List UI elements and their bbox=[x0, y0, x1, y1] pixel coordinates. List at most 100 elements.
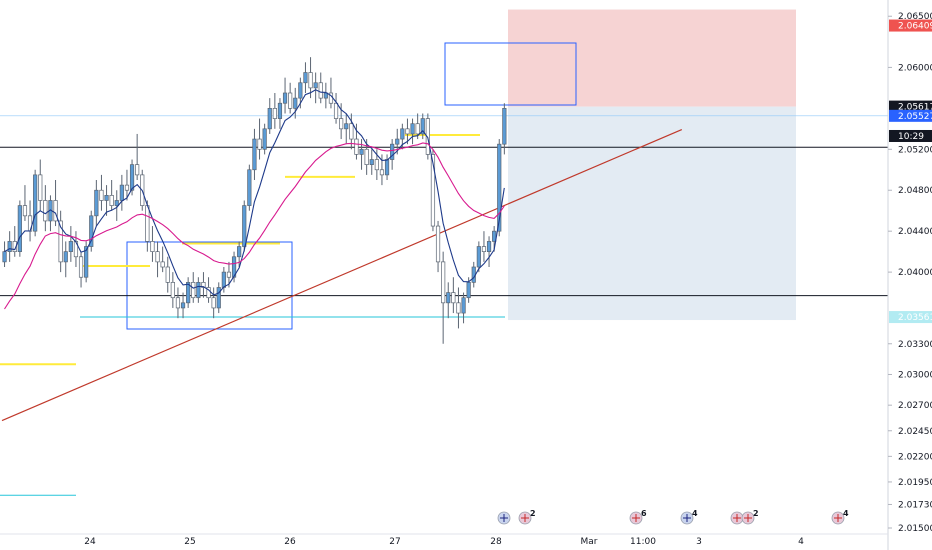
time-tick-label: 24 bbox=[84, 537, 96, 547]
time-tick-label: 28 bbox=[490, 537, 502, 547]
candle-body bbox=[170, 282, 175, 299]
candle-body bbox=[252, 138, 257, 171]
candle-body bbox=[497, 143, 502, 232]
candle-body bbox=[221, 271, 226, 288]
candle-body bbox=[191, 282, 196, 299]
candle-body bbox=[364, 148, 369, 165]
candle-body bbox=[446, 292, 451, 304]
candle-body bbox=[84, 246, 89, 278]
price-tag bbox=[889, 100, 932, 113]
candle-body bbox=[441, 261, 446, 304]
candle-body bbox=[7, 241, 12, 252]
candle-body bbox=[175, 297, 181, 309]
candle-body bbox=[354, 138, 359, 155]
flag-mark bbox=[744, 514, 752, 522]
flag-mark bbox=[834, 514, 842, 522]
candle-body bbox=[237, 246, 242, 258]
candle-body bbox=[150, 241, 155, 252]
event-badges[interactable]: 2 6 4 2 4 bbox=[497, 509, 849, 525]
candle-body bbox=[201, 282, 206, 288]
candle-body bbox=[89, 215, 94, 247]
candle-body bbox=[114, 200, 119, 206]
trendline[interactable] bbox=[1, 128, 683, 422]
candle-body bbox=[216, 287, 221, 309]
price-tick-label: 2.06000 bbox=[898, 63, 932, 73]
candle-body bbox=[415, 123, 420, 135]
price-tag bbox=[889, 19, 932, 32]
candle-body bbox=[63, 251, 68, 263]
candle-body bbox=[384, 159, 390, 176]
candle-body bbox=[196, 282, 201, 299]
candle-body bbox=[17, 205, 22, 252]
candle-body bbox=[247, 169, 252, 206]
candle-body bbox=[282, 92, 288, 104]
candle-body bbox=[68, 241, 73, 252]
candle-body bbox=[435, 225, 441, 263]
candle-body bbox=[135, 164, 140, 176]
moving-averages bbox=[4, 89, 505, 310]
time-axis[interactable]: 24 25 26 27 28 Mar 11:00 3 4 bbox=[84, 537, 804, 547]
candle-body bbox=[206, 287, 211, 299]
price-tick-label: 2.03000 bbox=[898, 370, 932, 380]
candle-body bbox=[211, 297, 216, 309]
time-tick-label: 4 bbox=[798, 537, 804, 547]
price-tag-label: 2.03561 bbox=[898, 313, 932, 323]
candle-body bbox=[2, 251, 7, 263]
candle-body bbox=[267, 108, 272, 130]
event-count: 4 bbox=[692, 509, 698, 518]
time-tick-label: 3 bbox=[696, 537, 702, 547]
candle-body bbox=[145, 205, 150, 242]
candle-body bbox=[410, 123, 415, 135]
candle-body bbox=[124, 184, 130, 191]
candle-body bbox=[119, 184, 124, 201]
price-tick-label: 2.04800 bbox=[898, 186, 932, 196]
candle-body bbox=[456, 302, 461, 314]
candle-body bbox=[333, 102, 339, 119]
candle-body bbox=[43, 200, 48, 222]
candle-body bbox=[486, 241, 492, 252]
price-tick-label: 2.04400 bbox=[898, 227, 932, 237]
candle-body bbox=[451, 292, 456, 304]
price-tick-label: 2.01730 bbox=[898, 500, 932, 510]
candle-body bbox=[298, 82, 303, 99]
candle-body bbox=[78, 256, 84, 278]
candle-body bbox=[369, 159, 374, 165]
candle-body bbox=[502, 108, 507, 145]
candle-body bbox=[293, 97, 298, 109]
drawing-zones bbox=[126, 9, 796, 330]
rectangle-drawing bbox=[126, 241, 293, 330]
price-tick-label: 2.02200 bbox=[898, 452, 932, 462]
time-tick-label: 11:00 bbox=[630, 537, 656, 547]
flag-mark bbox=[500, 514, 508, 522]
trendline-segment bbox=[1, 128, 683, 422]
candle-body bbox=[400, 128, 405, 140]
candle-body bbox=[349, 123, 354, 140]
time-tick-label: 26 bbox=[284, 537, 296, 547]
candle-body bbox=[186, 282, 191, 304]
candle-body bbox=[318, 82, 323, 99]
candle-body bbox=[242, 205, 247, 247]
price-tick-label: 2.04000 bbox=[898, 268, 932, 278]
candle-body bbox=[180, 302, 186, 309]
candle-body bbox=[461, 297, 466, 314]
candle-body bbox=[288, 92, 293, 109]
candle-body bbox=[359, 148, 364, 155]
candle-body bbox=[430, 154, 436, 227]
event-count: 2 bbox=[753, 509, 759, 518]
candle-body bbox=[22, 205, 28, 217]
candle-body bbox=[109, 195, 114, 206]
event-count: 4 bbox=[843, 509, 849, 518]
candle-body bbox=[420, 118, 425, 135]
candle-body bbox=[339, 118, 344, 130]
candle-body bbox=[53, 200, 58, 222]
rectangle-drawing bbox=[444, 42, 577, 106]
candle-body bbox=[226, 271, 232, 278]
price-tick-label: 2.05200 bbox=[898, 145, 932, 155]
candle-body bbox=[481, 246, 487, 252]
candle-body bbox=[99, 189, 104, 201]
price-tag-label: 2.05617 bbox=[898, 103, 932, 113]
candle-body bbox=[405, 128, 410, 135]
candles bbox=[2, 57, 507, 344]
